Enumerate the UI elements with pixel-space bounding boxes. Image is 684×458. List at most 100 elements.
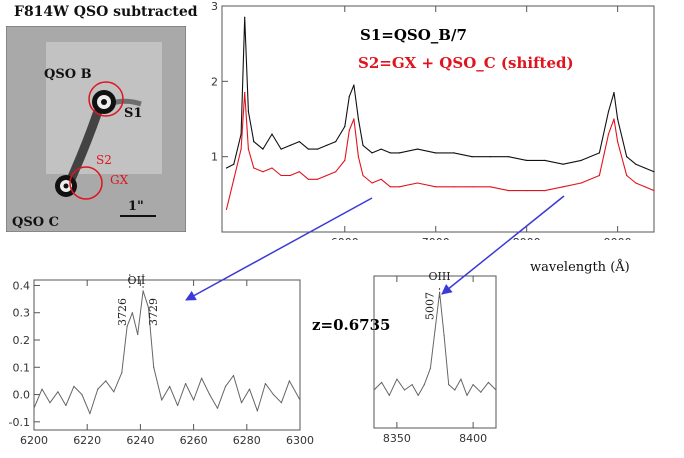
y-tick-label: -0.1 xyxy=(9,416,30,429)
data-point xyxy=(580,182,582,184)
oiii-label: OIII xyxy=(429,270,451,283)
s2-aperture xyxy=(69,166,103,200)
oii-3729-label: 3729 xyxy=(147,298,160,326)
data-point xyxy=(89,413,91,415)
data-point xyxy=(480,391,482,393)
qso-b-residual xyxy=(92,90,116,114)
data-point xyxy=(256,410,258,412)
data-point xyxy=(225,208,228,210)
y-tick-label: 0.2 xyxy=(13,334,31,347)
data-point xyxy=(262,148,264,150)
label-qso-b: QSO B xyxy=(44,67,92,82)
data-point xyxy=(362,174,364,177)
data-point xyxy=(371,152,373,154)
data-point xyxy=(335,141,337,143)
data-point xyxy=(580,159,582,161)
x-tick-label: 8350 xyxy=(383,432,411,445)
data-point xyxy=(380,178,382,180)
data-point xyxy=(562,186,564,188)
data-point xyxy=(353,118,355,120)
data-point xyxy=(233,163,235,165)
oii-label: OII xyxy=(128,274,146,287)
data-point xyxy=(626,174,628,177)
data-point xyxy=(544,190,546,192)
data-point xyxy=(344,125,346,128)
data-point xyxy=(113,391,115,393)
data-point xyxy=(253,167,255,169)
data-point xyxy=(326,174,328,177)
data-point xyxy=(240,148,242,150)
y-tick-label: 0.4 xyxy=(13,279,31,292)
data-point xyxy=(137,333,139,336)
data-point xyxy=(316,178,319,180)
label-gx: GX xyxy=(110,173,129,187)
data-point xyxy=(232,374,235,377)
data-point xyxy=(403,389,406,391)
data-point xyxy=(272,393,274,396)
data-point xyxy=(381,381,383,383)
data-point xyxy=(544,159,546,161)
y-tick-label: 2 xyxy=(211,75,218,88)
y-tick-label: 1 xyxy=(211,151,218,164)
data-point xyxy=(240,133,242,135)
x-tick-label: 8400 xyxy=(459,432,487,445)
data-point xyxy=(416,182,419,184)
x-tick-label: 6260 xyxy=(180,434,208,447)
data-point xyxy=(653,171,655,173)
oiii-5007-label: 5007 xyxy=(424,292,437,320)
label-scale: 1" xyxy=(128,199,144,214)
label-s1: S1 xyxy=(124,106,142,121)
data-point xyxy=(225,167,228,169)
data-point xyxy=(131,312,133,314)
data-point xyxy=(435,152,437,154)
data-point xyxy=(613,92,615,94)
data-point xyxy=(142,290,144,292)
data-point xyxy=(299,399,301,401)
data-point xyxy=(562,163,564,165)
data-point xyxy=(396,378,398,380)
image-title: F814W QSO subtracted xyxy=(14,4,198,20)
data-point xyxy=(423,384,425,386)
data-point xyxy=(653,190,655,192)
data-point xyxy=(495,389,497,391)
data-point xyxy=(33,407,35,409)
data-point xyxy=(201,377,203,379)
x-tick-label: 6240 xyxy=(126,434,154,447)
data-point xyxy=(289,174,291,177)
data-point xyxy=(466,394,468,396)
data-point xyxy=(41,388,43,390)
data-point xyxy=(348,95,350,97)
plot-frame xyxy=(373,275,497,429)
data-point xyxy=(526,190,528,192)
series-line-1 xyxy=(225,92,655,210)
data-point xyxy=(607,110,610,113)
data-point xyxy=(185,383,187,385)
main-spectrum-chart: 6000 7000 8000 9000 1 2 3 xyxy=(211,0,655,240)
data-point xyxy=(248,388,251,390)
data-point xyxy=(307,148,309,150)
data-point xyxy=(453,186,455,188)
data-point xyxy=(371,182,373,184)
data-point xyxy=(289,144,291,146)
data-point xyxy=(454,389,456,391)
data-point xyxy=(335,171,337,173)
data-point xyxy=(97,388,99,390)
legend-s2: S2=GX + QSO_C (shifted) xyxy=(358,54,574,72)
data-point xyxy=(271,167,273,169)
y-tick-label: 0.0 xyxy=(13,389,31,402)
plot-frame xyxy=(221,5,655,233)
data-point xyxy=(626,156,628,158)
plot-frame xyxy=(33,279,301,431)
data-point xyxy=(607,133,610,135)
data-point xyxy=(398,152,400,154)
data-point xyxy=(298,141,300,143)
data-point xyxy=(153,366,155,368)
x-tick-label: 6300 xyxy=(286,434,314,447)
series-line-0 xyxy=(226,16,655,173)
y-tick-label: 3 xyxy=(211,0,218,13)
data-point xyxy=(121,372,123,374)
data-point xyxy=(247,148,249,150)
data-point xyxy=(357,156,359,158)
data-point xyxy=(344,159,346,161)
data-point xyxy=(489,156,491,158)
